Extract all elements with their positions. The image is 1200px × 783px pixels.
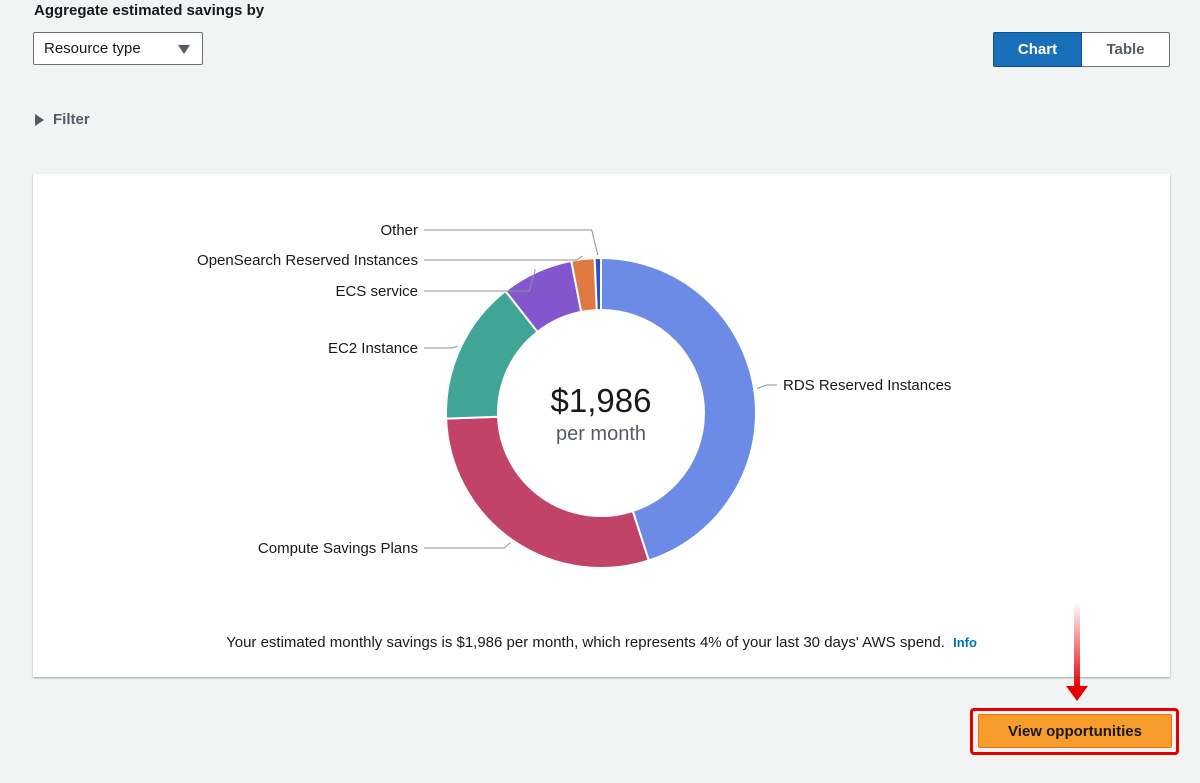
annotation-arrow-shaft [1074,602,1080,688]
aggregate-savings-label: Aggregate estimated savings by [34,2,265,19]
aggregate-by-select[interactable]: Resource type [33,32,203,65]
info-link[interactable]: Info [953,635,977,650]
annotation-highlight-box [970,708,1179,755]
view-toggle: Chart Table [993,32,1170,67]
slice-label-rds-reserved-instances: RDS Reserved Instances [783,377,951,394]
donut-center-unit: per month [556,423,646,445]
aggregate-by-select-value: Resource type [44,40,141,57]
annotation-arrow-head [1066,686,1088,701]
leader-line-compute-savings-plans [424,542,511,549]
donut-slice-other[interactable] [593,256,602,312]
view-opportunities-button[interactable]: View opportunities [978,714,1172,748]
table-view-button[interactable]: Table [1082,32,1170,67]
chart-view-button[interactable]: Chart [993,32,1082,67]
donut-center-value: $1,986 [551,382,652,419]
leader-line-rds-reserved-instances [756,384,777,389]
slice-label-ecs-service: ECS service [335,283,418,300]
slice-label-opensearch-reserved-instances: OpenSearch Reserved Instances [197,252,418,269]
slice-label-other: Other [380,222,418,239]
savings-summary: Your estimated monthly savings is $1,986… [33,634,1170,651]
leader-line-other [424,229,599,256]
leader-line-ec2-instance [424,345,458,349]
filter-expander[interactable]: Filter [35,111,90,128]
savings-summary-text: Your estimated monthly savings is $1,986… [226,634,945,651]
savings-chart-panel: RDS Reserved Instances Compute Savings Pl… [33,174,1170,677]
slice-label-ec2-instance: EC2 Instance [328,340,418,357]
caret-right-icon [35,113,44,126]
caret-down-icon [178,45,190,54]
donut-slice-rds-reserved-instances[interactable] [600,256,757,562]
filter-label: Filter [53,111,90,128]
donut-chart: RDS Reserved Instances Compute Savings Pl… [197,222,951,569]
leader-line-opensearch-reserved-instances [424,255,583,261]
slice-label-compute-savings-plans: Compute Savings Plans [258,540,418,557]
leader-line-ecs-service [424,269,536,292]
donut-slice-compute-savings-plans[interactable] [445,415,651,569]
